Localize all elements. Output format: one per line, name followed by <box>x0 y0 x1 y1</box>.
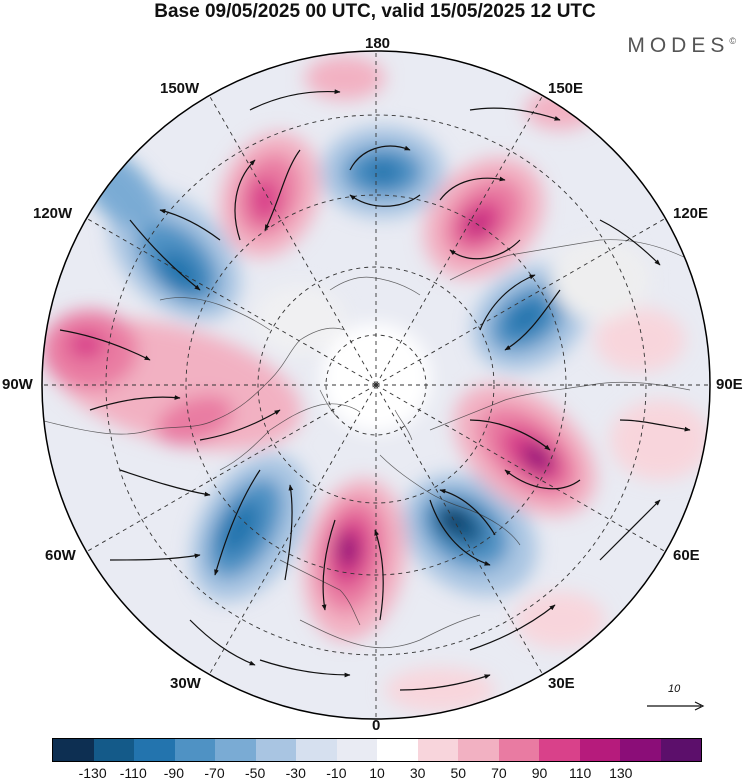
colorbar-ticks: -130 -110 -90 -70 -50 -30 -10 10 30 50 70 90 110 130 <box>0 765 750 783</box>
lon-label-150w: 150W <box>160 80 200 97</box>
map-title: Base 09/05/2025 00 UTC, valid 15/05/2025… <box>154 1 596 22</box>
colorbar-swatch <box>539 739 580 761</box>
lon-label-90w: 90W <box>2 376 33 393</box>
colorbar <box>52 738 702 762</box>
map-boundary <box>41 50 711 720</box>
colorbar-swatch <box>93 739 134 761</box>
lon-label-150e: 150E <box>548 80 584 97</box>
colorbar-swatch <box>620 739 661 761</box>
colorbar-tick-label: -70 <box>204 765 225 781</box>
colorbar-swatch <box>498 739 539 761</box>
reference-vector-arrow <box>647 701 705 711</box>
brand-name: MODES <box>627 34 730 57</box>
colorbar-swatch <box>579 739 620 761</box>
copyright-mark: © <box>729 36 736 46</box>
colorbar-tick-label: 70 <box>491 765 507 781</box>
colorbar-swatch <box>336 739 377 761</box>
colorbar-swatch <box>53 739 94 761</box>
colorbar-tick-label: -50 <box>245 765 266 781</box>
lon-label-0: 0 <box>372 717 381 734</box>
colorbar-tick-label: 90 <box>531 765 548 781</box>
colorbar-swatch <box>660 739 701 761</box>
polar-stereographic-map <box>41 50 711 720</box>
lon-label-60w: 60W <box>45 547 76 564</box>
wind-streamlines <box>59 89 691 691</box>
colorbar-swatch <box>255 739 296 761</box>
map-disc <box>42 51 710 719</box>
colorbar-tick-label: 110 <box>568 765 592 781</box>
colorbar-swatch <box>296 739 337 761</box>
lon-label-90e: 90E <box>716 376 743 393</box>
lon-label-30w: 30W <box>170 675 201 692</box>
colorbar-tick-label: -130 <box>78 765 107 781</box>
coastlines <box>42 239 691 649</box>
colorbar-tick-label: 10 <box>369 765 385 781</box>
colorbar-tick-label: 130 <box>609 765 633 781</box>
colorbar-tick-label: 30 <box>409 765 426 781</box>
lon-label-120e: 120E <box>673 205 709 222</box>
lon-label-120w: 120W <box>33 205 73 222</box>
modes-logo: MODES© <box>627 34 736 58</box>
colorbar-tick-label: -30 <box>285 765 306 781</box>
reference-vector-label: 10 <box>668 683 681 695</box>
lon-label-60e: 60E <box>673 547 700 564</box>
colorbar-swatch <box>458 739 499 761</box>
colorbar-swatch <box>215 739 256 761</box>
colorbar-tick-label: -90 <box>163 765 184 781</box>
colorbar-swatch <box>174 739 215 761</box>
lon-label-30e: 30E <box>548 675 575 692</box>
colorbar-tick-label: -10 <box>326 765 347 781</box>
colorbar-tick-label: -110 <box>119 765 147 781</box>
colorbar-swatch <box>377 739 418 761</box>
colorbar-swatch <box>134 739 175 761</box>
colorbar-swatch <box>417 739 458 761</box>
colorbar-tick-label: 50 <box>450 765 467 781</box>
graticule <box>42 51 710 719</box>
lon-label-180: 180 <box>365 35 391 52</box>
